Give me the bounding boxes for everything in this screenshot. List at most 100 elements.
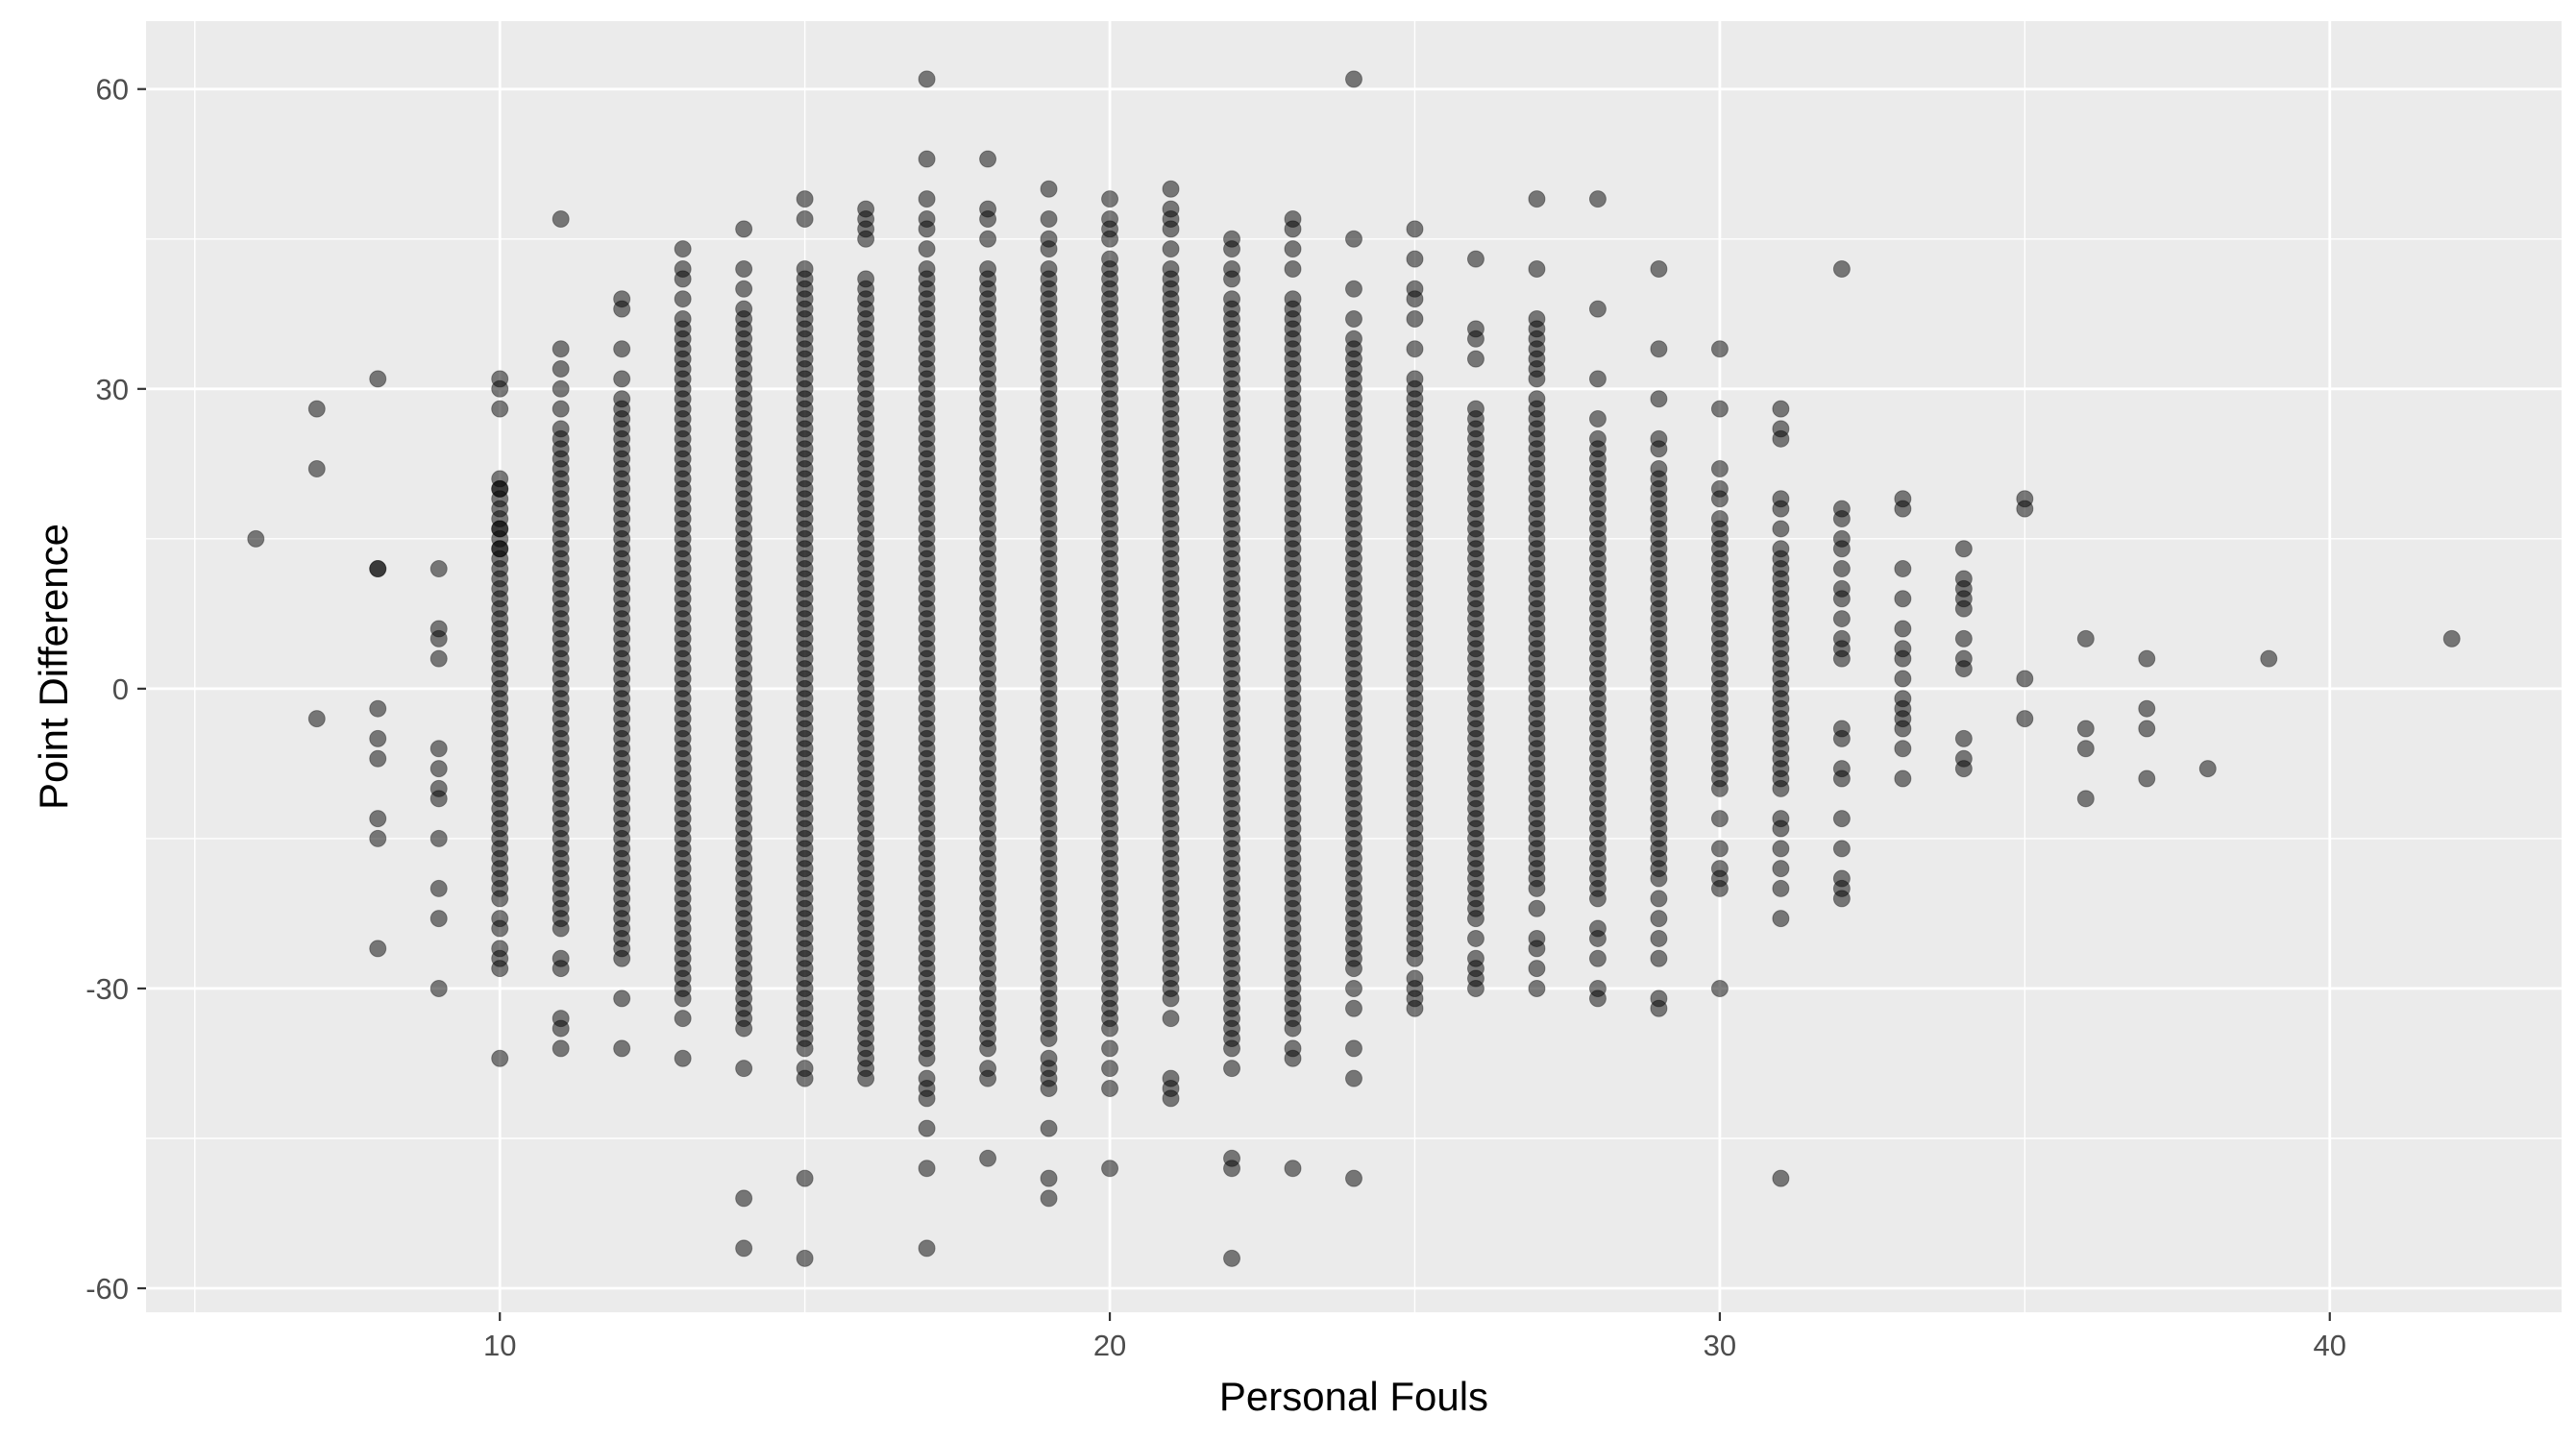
data-point xyxy=(1894,620,1912,638)
data-point xyxy=(796,190,814,208)
data-point xyxy=(1894,649,1912,668)
data-point xyxy=(552,960,570,978)
data-point xyxy=(552,360,570,379)
data-point xyxy=(1832,649,1851,668)
data-point xyxy=(1223,1160,1241,1178)
data-point xyxy=(2198,760,2217,778)
data-point xyxy=(1162,1010,1180,1028)
data-point xyxy=(1162,180,1180,198)
data-point xyxy=(1772,429,1790,448)
data-point xyxy=(491,960,509,978)
data-point xyxy=(613,300,631,318)
x-axis-title: Personal Fouls xyxy=(1219,1374,1488,1419)
data-point xyxy=(429,979,448,997)
data-point xyxy=(552,379,570,398)
data-point xyxy=(1223,270,1241,288)
data-point xyxy=(247,529,265,548)
data-point xyxy=(307,710,326,728)
data-point xyxy=(1345,309,1362,328)
data-point xyxy=(1223,1060,1241,1078)
data-point xyxy=(1832,810,1851,828)
data-point xyxy=(1588,929,1607,947)
data-point xyxy=(1588,989,1607,1008)
data-point xyxy=(491,919,509,938)
data-point xyxy=(369,940,387,958)
data-point xyxy=(857,270,875,288)
data-point xyxy=(1588,410,1607,428)
data-point xyxy=(429,879,448,897)
data-point xyxy=(735,220,753,238)
data-point xyxy=(857,230,875,248)
data-point xyxy=(1832,510,1851,528)
data-point xyxy=(735,1189,753,1208)
data-point xyxy=(552,1039,570,1058)
data-point xyxy=(491,400,509,418)
data-point xyxy=(1101,230,1119,248)
data-point xyxy=(1528,960,1546,978)
data-point xyxy=(1832,769,1851,788)
data-point xyxy=(552,400,570,418)
data-point xyxy=(2442,629,2461,647)
data-point xyxy=(2138,649,2156,668)
data-point xyxy=(1345,1169,1362,1187)
data-point xyxy=(1345,1039,1362,1058)
data-point xyxy=(1040,1189,1058,1208)
data-point xyxy=(369,729,387,747)
data-point xyxy=(429,790,448,808)
data-point xyxy=(491,379,509,398)
data-point xyxy=(613,340,631,358)
data-point xyxy=(1406,340,1424,358)
data-point xyxy=(1772,520,1790,538)
data-point xyxy=(1466,929,1484,947)
data-point xyxy=(674,290,692,308)
data-point xyxy=(307,460,326,478)
data-point xyxy=(735,1239,753,1258)
data-point xyxy=(1162,220,1180,238)
data-point xyxy=(1162,259,1180,278)
data-point xyxy=(2138,720,2156,738)
data-point xyxy=(1772,860,1790,878)
data-point xyxy=(369,810,387,828)
data-point xyxy=(1894,769,1912,788)
data-point xyxy=(1588,949,1607,967)
data-point xyxy=(674,1049,692,1067)
data-point xyxy=(2138,699,2156,718)
data-point xyxy=(1954,599,1973,618)
x-tick-label: 20 xyxy=(1093,1329,1126,1362)
data-point xyxy=(1528,259,1546,278)
data-point xyxy=(1650,340,1668,358)
data-point xyxy=(674,320,692,338)
data-point xyxy=(1040,1119,1058,1137)
data-point xyxy=(1894,720,1912,738)
data-point xyxy=(1772,540,1790,558)
data-point xyxy=(1894,500,1912,518)
data-point xyxy=(2076,629,2095,647)
data-point xyxy=(491,1049,509,1067)
data-point xyxy=(1650,460,1668,478)
data-point xyxy=(1406,250,1424,268)
x-axis: 10 20 30 40 xyxy=(483,1312,2346,1362)
data-point xyxy=(1772,910,1790,928)
data-point xyxy=(1832,259,1851,278)
data-point xyxy=(1588,429,1607,448)
data-point xyxy=(1284,290,1302,308)
data-point xyxy=(796,1249,814,1267)
x-tick-label: 40 xyxy=(2314,1329,2346,1362)
data-point xyxy=(1710,490,1729,508)
data-point xyxy=(1040,209,1058,228)
data-point xyxy=(1588,300,1607,318)
data-point xyxy=(1650,890,1668,908)
data-point xyxy=(369,699,387,718)
data-point xyxy=(1345,280,1362,298)
data-point xyxy=(1040,180,1058,198)
data-point xyxy=(1710,810,1729,828)
data-point xyxy=(796,209,814,228)
data-point xyxy=(1040,240,1058,258)
data-point xyxy=(429,829,448,847)
data-point xyxy=(2260,649,2278,668)
data-point xyxy=(979,259,997,278)
y-tick-label: 60 xyxy=(96,73,129,107)
data-point xyxy=(918,1119,936,1137)
data-point xyxy=(1345,330,1362,348)
data-point xyxy=(918,220,936,238)
